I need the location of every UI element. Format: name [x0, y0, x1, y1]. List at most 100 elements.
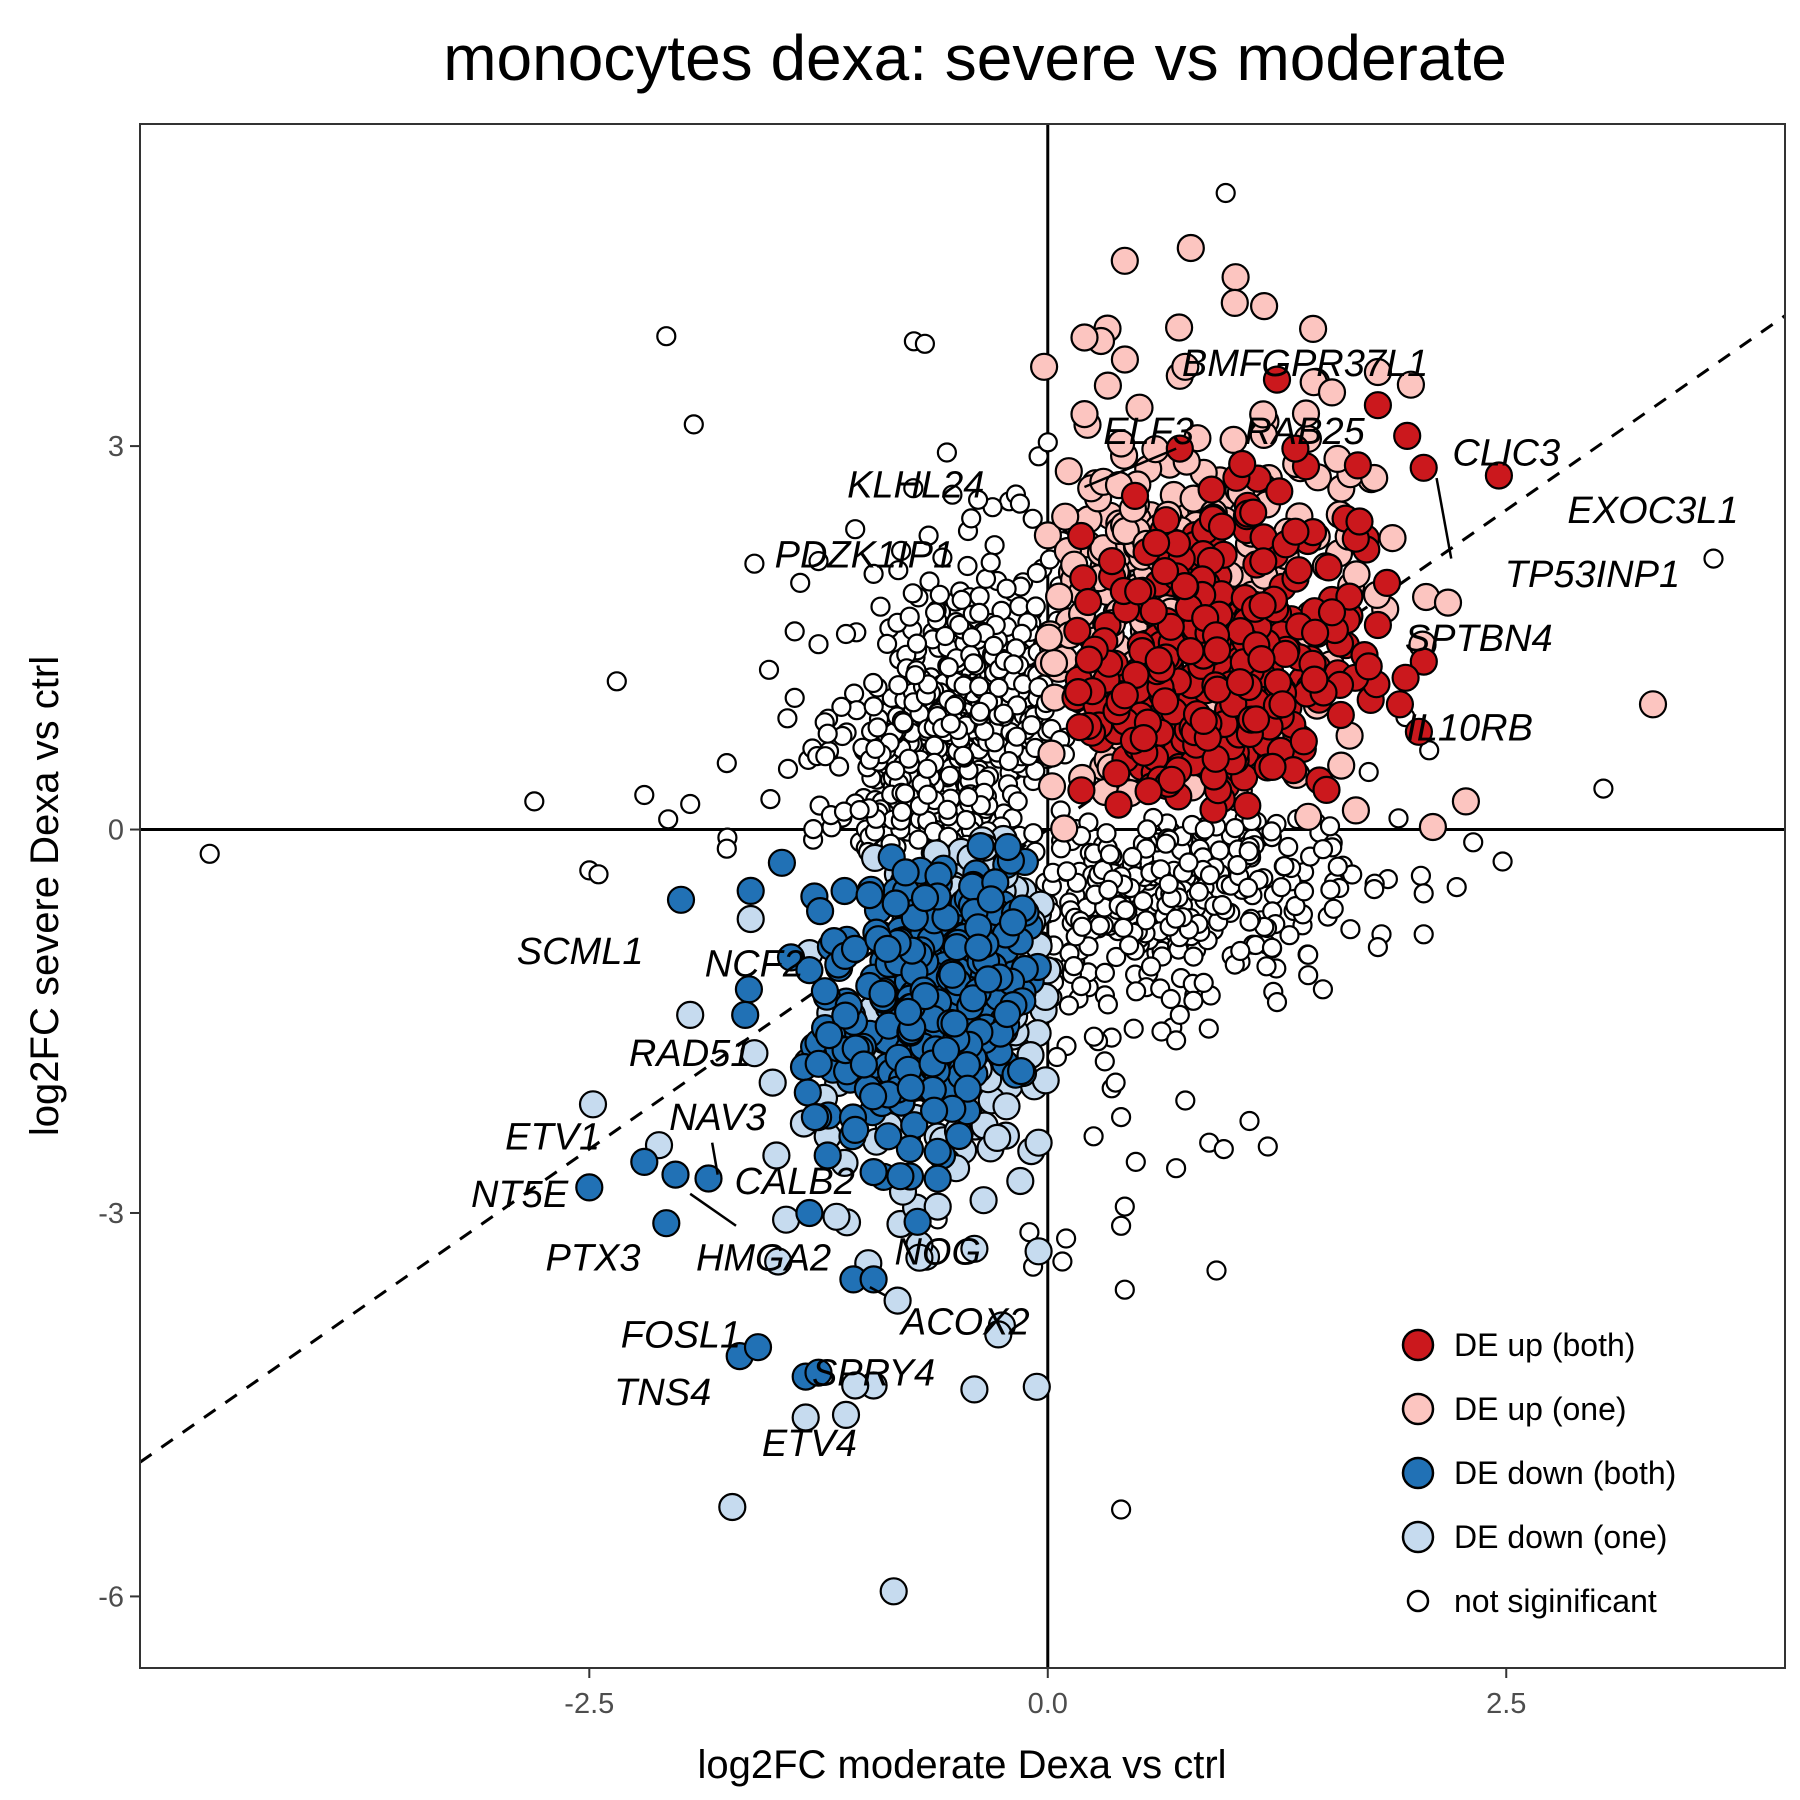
- point-up-one: [1317, 378, 1347, 407]
- point-up-both: [1258, 752, 1287, 782]
- point-up-both: [1120, 481, 1150, 510]
- point-up-one: [1033, 521, 1063, 550]
- point-ns: [983, 635, 1004, 657]
- gene-label: NOG: [894, 1231, 981, 1273]
- point-ns: [1056, 861, 1078, 882]
- gene-label: NAV3: [669, 1097, 766, 1139]
- point-ns: [1097, 994, 1119, 1015]
- point-ns: [1125, 981, 1147, 1002]
- point-ns: [917, 784, 938, 805]
- point-up-one: [1054, 457, 1083, 486]
- point-down-both: [910, 883, 940, 913]
- point-down-both: [993, 832, 1023, 862]
- point-down-one: [983, 1123, 1012, 1153]
- point-ns: [1266, 991, 1288, 1013]
- point-ns: [1224, 817, 1246, 839]
- legend-item-ns: not siginificant: [1406, 1583, 1657, 1619]
- point-up-both: [1284, 556, 1313, 585]
- point-up-both: [1391, 663, 1420, 692]
- gene-label: RAB25: [1244, 411, 1365, 453]
- point-up-both: [1343, 451, 1373, 480]
- point-up-one: [1396, 370, 1426, 399]
- gene-labels: BMF GPR37L1 ELF3 RAB25 CLIC3 KLHL24 EXOC3L1 PDZ…: [471, 343, 1738, 1465]
- point-up-one: [1378, 523, 1407, 553]
- point-ns: [906, 633, 928, 654]
- point-ns: [1052, 1251, 1073, 1272]
- point-ns: [1151, 1021, 1172, 1042]
- point-up-both: [1248, 591, 1277, 620]
- x-tick-label: 0.0: [1028, 1688, 1068, 1720]
- point-ns: [1206, 1260, 1227, 1281]
- point-down-one: [718, 1492, 747, 1522]
- point-ns: [1227, 854, 1248, 876]
- point-down-both: [966, 831, 995, 861]
- point-ns: [937, 799, 958, 820]
- point-down-both: [813, 1141, 842, 1170]
- point-down-one: [822, 1202, 851, 1231]
- point-down-one: [764, 1247, 793, 1276]
- point-up-both: [1157, 765, 1186, 794]
- point-ns: [863, 672, 884, 694]
- gene-label: CALB2: [734, 1161, 854, 1203]
- point-up-both: [1097, 546, 1127, 576]
- point-up-both: [1233, 791, 1262, 820]
- point-ns: [1123, 1018, 1144, 1039]
- point-ns: [784, 621, 805, 642]
- point-down-both: [661, 1160, 690, 1189]
- point-up-both: [1207, 512, 1237, 541]
- point-ns: [969, 602, 990, 624]
- gene-label: PTX3: [545, 1238, 640, 1280]
- gene-label: FOSL1: [621, 1314, 741, 1356]
- point-up-one: [1034, 623, 1063, 652]
- point-ns: [1158, 873, 1179, 895]
- point-up-both: [1409, 453, 1438, 482]
- point-up-one: [1341, 796, 1371, 825]
- point-ns: [683, 414, 704, 435]
- point-up-both: [1317, 598, 1347, 627]
- gene-label: ACOX2: [899, 1302, 1030, 1344]
- point-ns: [1110, 1215, 1132, 1236]
- point-ns: [680, 793, 701, 815]
- point-up-both: [1134, 777, 1163, 806]
- point-down-one: [984, 1320, 1013, 1349]
- point-ns: [998, 750, 1020, 772]
- point-ns: [815, 746, 836, 767]
- point-ns: [1413, 924, 1434, 945]
- point-down-both: [923, 1164, 952, 1193]
- point-ns: [867, 717, 888, 738]
- point-down-one: [992, 1092, 1021, 1121]
- point-ns: [658, 809, 679, 830]
- point-down-both: [814, 1020, 844, 1050]
- point-up-both: [1409, 647, 1438, 676]
- point-ns: [890, 540, 912, 562]
- point-down-both: [810, 977, 840, 1006]
- point-ns: [1178, 852, 1199, 873]
- point-ns: [1058, 995, 1080, 1016]
- x-tick-label: 2.5: [1486, 1688, 1526, 1720]
- point-down-both: [940, 1009, 969, 1038]
- gene-label: GPR37L1: [1261, 343, 1428, 385]
- point-down-both: [804, 1358, 833, 1387]
- point-up-one: [1029, 352, 1059, 381]
- point-down-one: [758, 1068, 787, 1097]
- point-ns: [1155, 833, 1177, 854]
- point-ns: [777, 758, 799, 780]
- point-up-both: [1484, 461, 1514, 490]
- point-up-both: [1300, 665, 1329, 694]
- point-down-both: [859, 1265, 888, 1294]
- point-down-both: [805, 896, 835, 926]
- point-up-both: [1354, 652, 1383, 681]
- point-ns: [1278, 836, 1299, 858]
- legend-swatch: [1406, 1589, 1430, 1613]
- point-ns: [1261, 937, 1283, 958]
- point-down-both: [804, 1049, 833, 1078]
- point-down-both: [944, 1121, 974, 1151]
- point-down-both: [938, 960, 967, 989]
- point-ns: [835, 623, 857, 645]
- point-ns: [885, 760, 906, 781]
- point-up-both: [1372, 568, 1402, 598]
- label-connector: [1083, 447, 1177, 489]
- y-axis-title: log2FC severe Dexa vs ctrl: [23, 656, 67, 1136]
- label-connector: [710, 1142, 719, 1175]
